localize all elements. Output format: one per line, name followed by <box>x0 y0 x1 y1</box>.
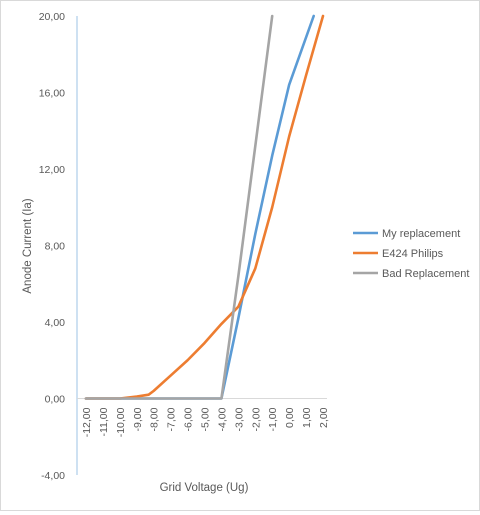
x-tick-label: -11,00 <box>98 407 110 436</box>
x-tick-label: -2,00 <box>250 407 262 431</box>
y-tick-label: 12,00 <box>39 164 65 176</box>
y-tick-label: 20,00 <box>39 11 65 23</box>
series-line-1 <box>84 14 315 400</box>
x-tick-label: -6,00 <box>183 407 195 431</box>
legend-label: My replacement <box>382 228 460 240</box>
x-tick-label: -5,00 <box>200 407 212 431</box>
series-line-3 <box>84 14 274 400</box>
y-tick-label: 8,00 <box>45 241 66 253</box>
x-tick-label: -10,00 <box>115 407 127 437</box>
series-line-2 <box>84 14 325 400</box>
y-tick-label: 0,00 <box>45 394 66 406</box>
x-tick-label: 2,00 <box>318 407 330 428</box>
x-tick-label: -9,00 <box>132 407 144 431</box>
x-tick-label: -12,00 <box>81 407 93 437</box>
y-axis-title: Anode Current (Ia) <box>22 198 34 293</box>
y-tick-label: 4,00 <box>45 317 66 329</box>
x-tick-label: 1,00 <box>301 407 313 428</box>
x-tick-labels: -12,00 -11,00 -10,00 -9,00 -8,00 -7,00 -6,00 -5… <box>81 407 330 437</box>
y-tick-label: 16,00 <box>39 88 65 100</box>
y-tick-label: -4,00 <box>41 470 65 482</box>
series-lines <box>84 14 325 400</box>
x-axis-title: Grid Voltage (Ug) <box>160 482 249 494</box>
x-tick-label: -3,00 <box>233 407 245 431</box>
x-tick-label: -4,00 <box>216 407 228 431</box>
legend: My replacement E424 Philips Bad Replacemen… <box>353 228 469 280</box>
legend-label: E424 Philips <box>382 248 444 260</box>
x-tick-label: -8,00 <box>149 407 161 431</box>
legend-label: Bad Replacement <box>382 268 469 280</box>
x-tick-label: -1,00 <box>267 407 279 431</box>
x-tick-label: -7,00 <box>166 407 178 431</box>
x-tick-label: 0,00 <box>284 407 296 428</box>
y-tick-labels: -4,00 0,00 4,00 8,00 12,00 16,00 20,00 <box>39 11 65 482</box>
